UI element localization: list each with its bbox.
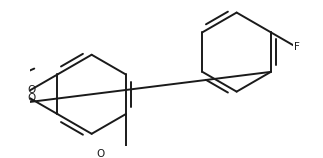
Text: F: F xyxy=(294,42,300,52)
Text: O: O xyxy=(97,149,105,158)
Text: O: O xyxy=(27,93,36,103)
Text: O: O xyxy=(27,85,36,95)
